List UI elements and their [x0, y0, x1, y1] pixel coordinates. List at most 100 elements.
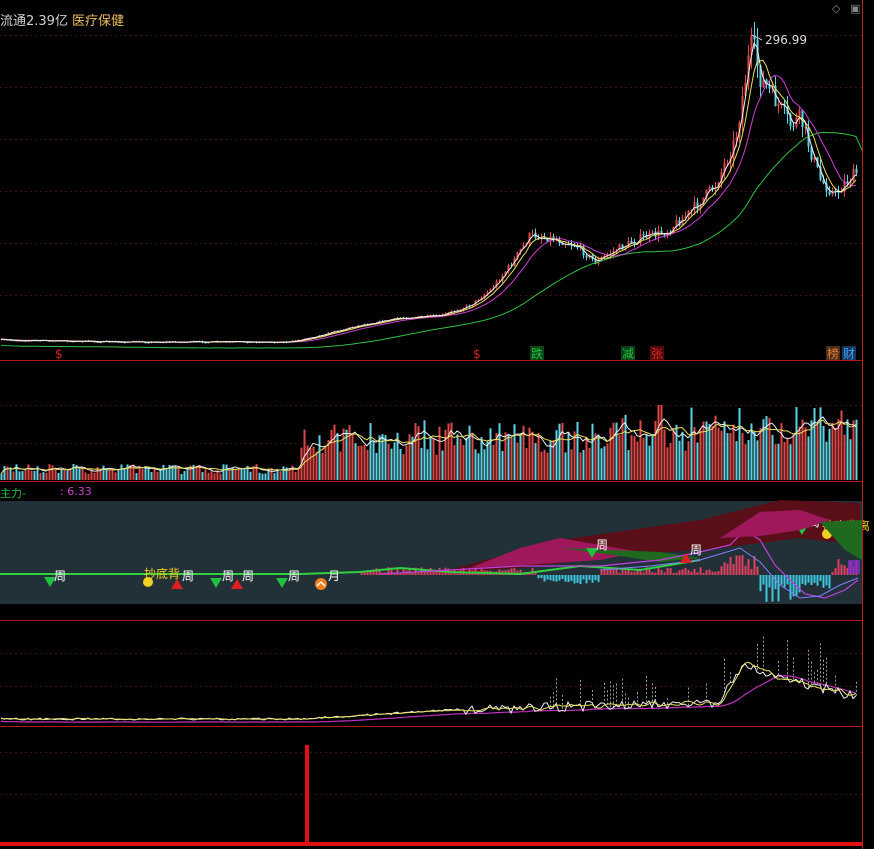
volume-bar: [315, 451, 318, 480]
signal-bar: [372, 569, 375, 575]
signal-bar: [699, 567, 702, 575]
candle-body: [507, 265, 510, 272]
signal-bar: [759, 575, 762, 592]
signal-label: 周: [182, 569, 194, 583]
signal-bar: [843, 565, 846, 575]
volume-bar: [567, 431, 570, 480]
volume-bar: [186, 467, 189, 480]
candle-body: [705, 189, 708, 198]
volume-bar: [627, 450, 630, 480]
volume-bar: [396, 432, 399, 480]
volume-bar: [105, 468, 108, 480]
signal-triangle-down: [210, 578, 222, 588]
volume-bar: [516, 442, 519, 480]
signal-bar: [786, 575, 789, 585]
volume-bar: [309, 447, 312, 480]
signal-bar: [645, 567, 648, 575]
signal-bar: [573, 575, 576, 584]
volume-bar: [210, 469, 213, 480]
volume-bar: [243, 468, 246, 480]
volume-bar: [609, 427, 612, 480]
volume-bar: [60, 469, 63, 480]
volume-bar: [630, 435, 633, 480]
volume-bar: [708, 424, 711, 480]
volume-bar: [810, 420, 813, 480]
volume-bar: [96, 467, 99, 480]
signal-bar: [816, 575, 819, 586]
volume-bar: [306, 445, 309, 480]
signal-bar: [792, 575, 795, 597]
volume-bar: [498, 423, 501, 480]
volume-bar: [735, 441, 738, 480]
volume-bar: [384, 435, 387, 480]
event-spike-bar: [305, 745, 309, 845]
volume-bar: [363, 445, 366, 480]
volume-bar: [579, 452, 582, 480]
volume-bar: [360, 445, 363, 480]
volume-bar: [642, 437, 645, 480]
volume-bar: [762, 419, 765, 480]
signal-circle-orange: [315, 578, 327, 590]
signal-bar: [630, 571, 633, 575]
volume-bar: [690, 407, 693, 480]
candle-body: [828, 191, 831, 195]
volume-bar: [840, 410, 843, 480]
close-icon[interactable]: ▣: [850, 2, 861, 15]
volume-bar: [726, 433, 729, 480]
volume-bar: [633, 436, 636, 480]
volume-bar: [324, 445, 327, 480]
volume-bar: [675, 424, 678, 480]
volume-bar: [699, 429, 702, 480]
volume-bar: [657, 405, 660, 480]
signal-bar: [513, 568, 516, 575]
volume-bar: [651, 434, 654, 480]
candle-body: [639, 234, 642, 244]
volume-bar: [291, 465, 294, 480]
volume-bar: [573, 431, 576, 480]
sector-label[interactable]: 医疗保健: [71, 14, 124, 29]
candle-body: [633, 243, 636, 245]
signal-bar: [690, 571, 693, 575]
signal-bar: [813, 575, 816, 583]
price-marker-box: [621, 346, 635, 360]
signal-bar: [720, 566, 723, 575]
candle-body: [531, 232, 534, 234]
volume-bar: [465, 437, 468, 480]
signal-bar: [678, 570, 681, 575]
signal-bar: [552, 575, 555, 582]
volume-bar: [684, 450, 687, 480]
signal-bar: [711, 571, 714, 575]
volume-bar: [645, 434, 648, 480]
price-panel[interactable]: 296.99 $ $ 跌 减 张 榜财: [0, 21, 863, 361]
event-panel[interactable]: [0, 745, 862, 846]
volume-bar: [723, 421, 726, 480]
volume-bar: [402, 454, 405, 480]
signal-bar: [657, 568, 660, 575]
signal-bar: [432, 571, 435, 575]
signal-bar: [516, 570, 519, 575]
signal-bar: [597, 575, 600, 582]
restore-icon[interactable]: ◇: [832, 2, 841, 15]
volume-bar: [495, 433, 498, 480]
volume-panel[interactable]: [0, 405, 858, 480]
signal-bar: [612, 568, 615, 575]
signal-bar: [564, 575, 567, 582]
signal-panel[interactable]: 周抄底背周周周周月周周周抄底背离: [0, 500, 870, 604]
oscillator-panel[interactable]: [0, 636, 857, 723]
volume-bar: [270, 467, 273, 480]
candle-body: [147, 342, 150, 344]
price-marker-label: 财: [843, 347, 855, 361]
volume-bar: [822, 426, 825, 480]
volume-bar: [258, 472, 261, 480]
volume-bar: [333, 424, 336, 480]
volume-bar: [546, 452, 549, 480]
price-marker-label: 跌: [531, 346, 543, 361]
volume-bar: [597, 434, 600, 480]
signal-bar: [675, 572, 678, 575]
volume-bar: [741, 433, 744, 480]
volume-bar: [351, 434, 354, 480]
volume-bar: [6, 466, 9, 480]
signal-bar: [627, 569, 630, 575]
candle-body: [228, 341, 231, 343]
